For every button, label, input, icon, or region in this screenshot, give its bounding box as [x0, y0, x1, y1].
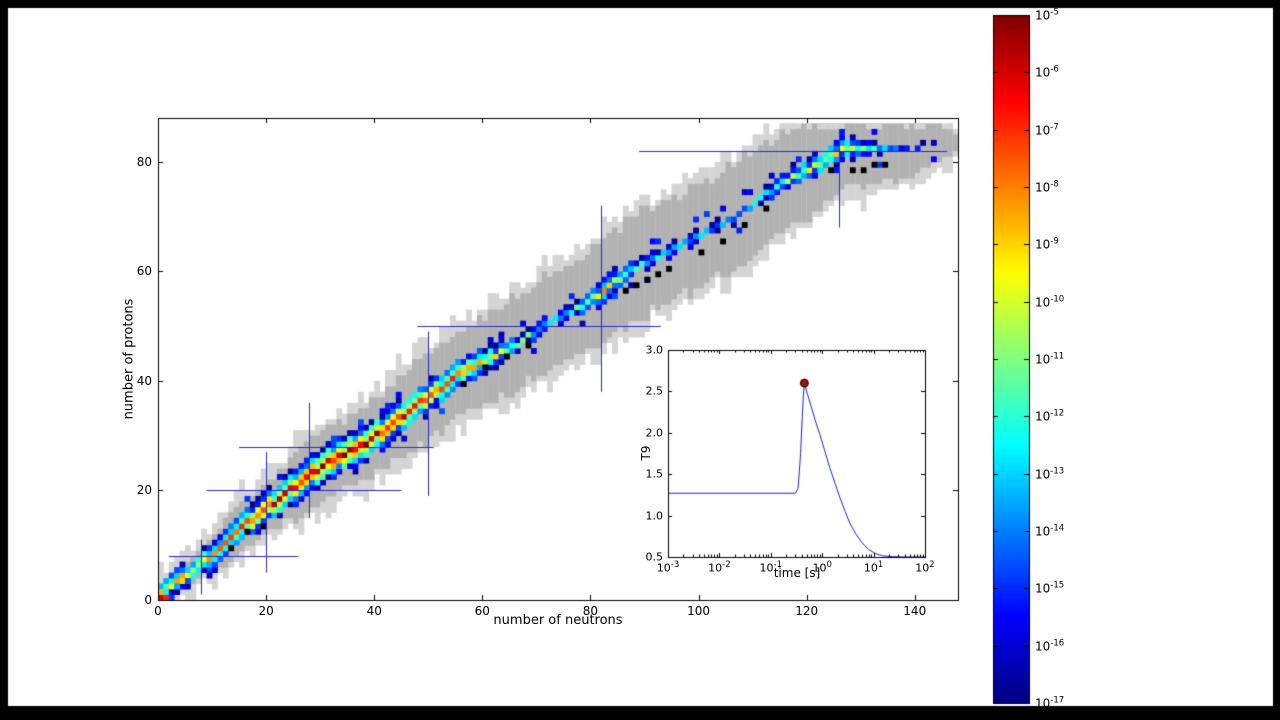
y-tick-label: 0: [144, 593, 152, 607]
x-tick-label: 120: [795, 604, 819, 618]
y-tick-label: 20: [136, 483, 152, 498]
inset-y-tick-label: 2.0: [645, 426, 664, 440]
colorbar-tick-label: 10-11: [1035, 351, 1065, 367]
x-tick-label: 80: [582, 604, 599, 618]
x-tick-label: 40: [366, 604, 382, 618]
inset-x-tick-label: 101: [863, 560, 884, 575]
inset-x-axis-label: time [s]: [773, 566, 821, 580]
inset-y-tick-label: 2.5: [645, 384, 664, 398]
inset-x-tick-label: 100: [812, 560, 832, 575]
x-tick-label: 20: [258, 604, 274, 618]
colorbar-tick-label: 10-10: [1035, 294, 1065, 310]
x-axis-label: number of neutrons: [493, 613, 623, 628]
x-tick-label: 60: [474, 604, 490, 618]
colorbar-tick-label: 10-16: [1035, 638, 1065, 654]
colorbar-tick-label: 10-9: [1035, 236, 1059, 252]
colorbar-tick-label: 10-6: [1035, 64, 1059, 80]
colorbar-tick-label: 10-14: [1035, 523, 1065, 539]
colorbar-tick-label: 10-17: [1035, 695, 1065, 711]
inset-y-tick-label: 1.0: [645, 509, 664, 523]
colorbar-tick-label: 10-15: [1035, 580, 1065, 596]
colorbar-tick-label: 10-7: [1035, 122, 1059, 138]
inset-x-tick-label: 10-3: [656, 560, 680, 575]
colorbar-tick-label: 10-13: [1035, 466, 1065, 482]
y-tick-label: 80: [136, 154, 152, 169]
colorbar-tick-label: 10-8: [1035, 179, 1059, 195]
inset-x-tick-label: 102: [915, 560, 935, 575]
x-tick-label: 140: [903, 604, 927, 618]
inset-y-tick-label: 3.0: [645, 343, 664, 357]
y-tick-label: 60: [136, 264, 152, 279]
inset-y-tick-label: 1.5: [645, 467, 664, 481]
y-axis-label: number of protons: [121, 298, 137, 420]
x-tick-label: 0: [154, 604, 162, 618]
colorbar-tick-label: 10-12: [1035, 408, 1065, 424]
inset-y-axis-label: T9: [639, 445, 653, 461]
inset-x-tick-label: 10-1: [759, 560, 783, 575]
inset-y-tick-label: 0.5: [645, 550, 664, 564]
y-tick-label: 40: [136, 373, 152, 388]
inset-x-tick-label: 10-2: [708, 560, 731, 575]
x-tick-label: 100: [687, 604, 710, 618]
colorbar-tick-label: 10-5: [1035, 7, 1059, 23]
